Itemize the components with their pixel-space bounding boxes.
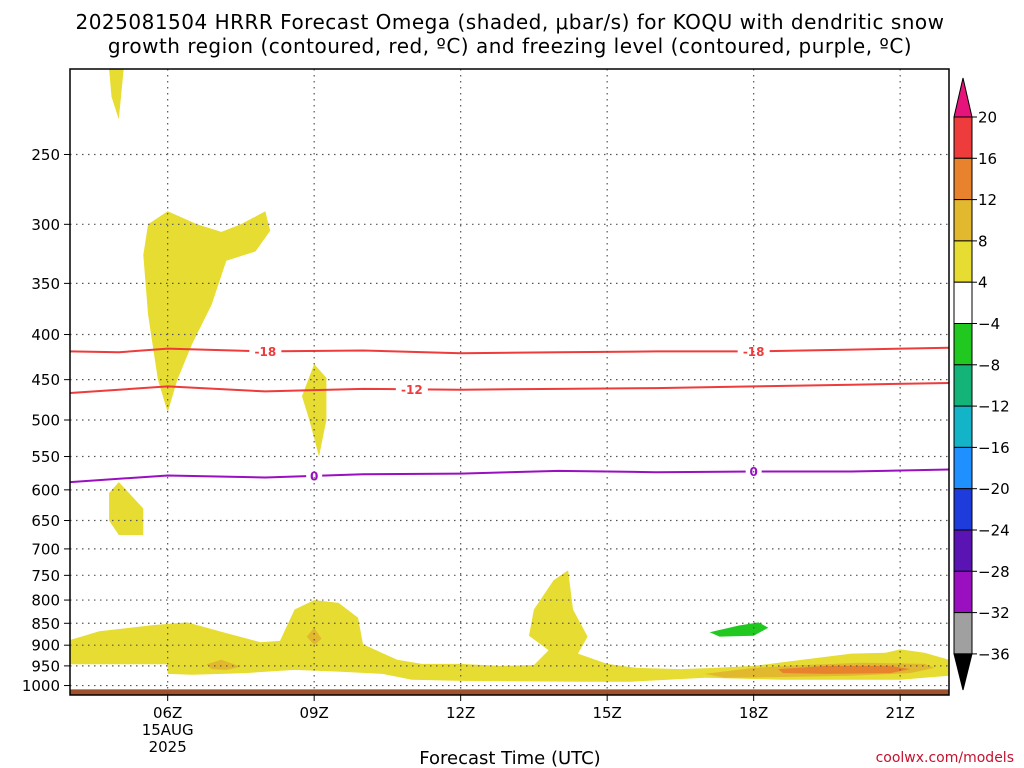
colorbar-bottom-arrow bbox=[953, 653, 973, 691]
colorbar-label: −16 bbox=[978, 439, 1010, 457]
y-tick-label: 550 bbox=[31, 448, 60, 466]
colorbar-swatch bbox=[953, 488, 973, 531]
x-date-label: 15AUG bbox=[142, 721, 194, 739]
omega-region-0 bbox=[109, 69, 124, 120]
omega-region-2 bbox=[302, 364, 327, 457]
omega-region-3 bbox=[109, 482, 144, 535]
colorbar-label: −36 bbox=[978, 645, 1010, 663]
y-tick-label: 650 bbox=[31, 512, 60, 530]
x-tick-label: 06Z bbox=[153, 704, 182, 722]
contour-line-0 bbox=[70, 346, 949, 355]
plot-frame bbox=[69, 68, 950, 696]
colorbar-swatch bbox=[953, 199, 973, 242]
colorbar-label: −12 bbox=[978, 398, 1010, 416]
y-tick-label: 400 bbox=[31, 326, 60, 344]
y-axis: 250 300 350 400 450 500 550 600 650 700 750 800 850 9… bbox=[22, 146, 70, 695]
colorbar-swatch bbox=[953, 157, 973, 201]
omega-region-5 bbox=[206, 659, 241, 670]
colorbar-label: −20 bbox=[978, 480, 1010, 498]
colorbar-label: 20 bbox=[978, 109, 997, 127]
y-tick-label: 1000 bbox=[22, 677, 60, 695]
contour-line-2 bbox=[70, 468, 949, 484]
y-tick-label: 800 bbox=[31, 592, 60, 610]
chart-title-line2: growth region (contoured, red, ºC) and f… bbox=[108, 34, 912, 58]
contour-label: 0 bbox=[310, 469, 318, 483]
x-tick-label: 18Z bbox=[739, 704, 768, 722]
colorbar-swatch bbox=[953, 446, 973, 490]
y-tick-label: 600 bbox=[31, 481, 60, 499]
chart-title-line1: 2025081504 HRRR Forecast Omega (shaded, … bbox=[75, 10, 944, 34]
omega-region-8 bbox=[778, 665, 910, 674]
x-tick-label: 12Z bbox=[446, 704, 475, 722]
x-axis-title: Forecast Time (UTC) bbox=[419, 748, 600, 768]
colorbar-label: −24 bbox=[978, 522, 1010, 540]
contour-label-bg bbox=[306, 468, 323, 483]
colorbar-label: −4 bbox=[978, 315, 1000, 333]
colorbar-label: 12 bbox=[978, 191, 997, 209]
omega-region-1 bbox=[143, 211, 271, 413]
omega-region-9 bbox=[709, 622, 769, 637]
plot-area bbox=[70, 69, 949, 695]
colorbar-top-arrow bbox=[953, 77, 973, 118]
colorbar-swatch bbox=[953, 364, 973, 407]
colorbar-swatch bbox=[953, 570, 973, 614]
colorbar-label: 16 bbox=[978, 150, 997, 168]
colorbar-label: −32 bbox=[978, 604, 1010, 622]
colorbar-label: −8 bbox=[978, 356, 1000, 374]
contour-label-bg bbox=[249, 344, 282, 359]
contour-label: -18 bbox=[254, 345, 276, 359]
contour-label: -12 bbox=[401, 383, 423, 397]
y-tick-label: 850 bbox=[31, 615, 60, 633]
contour-label-bg bbox=[395, 382, 428, 397]
x-date-label: 2025 bbox=[149, 738, 187, 756]
x-tick-label: 09Z bbox=[299, 704, 328, 722]
contour-line-1 bbox=[70, 382, 949, 394]
x-tick-label: 21Z bbox=[885, 704, 914, 722]
colorbar-label: 4 bbox=[978, 274, 988, 292]
y-tick-label: 950 bbox=[31, 657, 60, 675]
colorbar-swatch bbox=[953, 405, 973, 448]
credit-text: coolwx.com/models bbox=[876, 750, 1014, 766]
grid-layer bbox=[70, 69, 949, 695]
y-tick-label: 450 bbox=[31, 371, 60, 389]
colorbar-swatch bbox=[953, 323, 973, 366]
y-tick-label: 700 bbox=[31, 540, 60, 558]
y-tick-label: 500 bbox=[31, 412, 60, 430]
colorbar-swatch bbox=[953, 281, 973, 325]
y-tick-label: 900 bbox=[31, 637, 60, 655]
x-tick-label: 15Z bbox=[592, 704, 621, 722]
y-tick-label: 750 bbox=[31, 567, 60, 585]
colorbar: 20 16 12 8 4 −4 −8 −12 −16 −20 −24 −28 −32 −36 bbox=[953, 77, 1010, 691]
y-tick-label: 350 bbox=[31, 275, 60, 293]
y-tick-label: 250 bbox=[31, 146, 60, 164]
colorbar-swatch bbox=[953, 612, 973, 655]
colorbar-swatch bbox=[953, 529, 973, 572]
omega-region-4 bbox=[70, 570, 949, 682]
surface-band bbox=[70, 689, 949, 695]
colorbar-label: −28 bbox=[978, 563, 1010, 581]
omega-region-6 bbox=[306, 627, 322, 646]
colorbar-swatch bbox=[953, 116, 973, 159]
colorbar-label: 8 bbox=[978, 232, 988, 250]
y-tick-label: 300 bbox=[31, 216, 60, 234]
contour-layer: -18-18-1200 bbox=[70, 344, 949, 483]
colorbar-swatch bbox=[953, 240, 973, 283]
